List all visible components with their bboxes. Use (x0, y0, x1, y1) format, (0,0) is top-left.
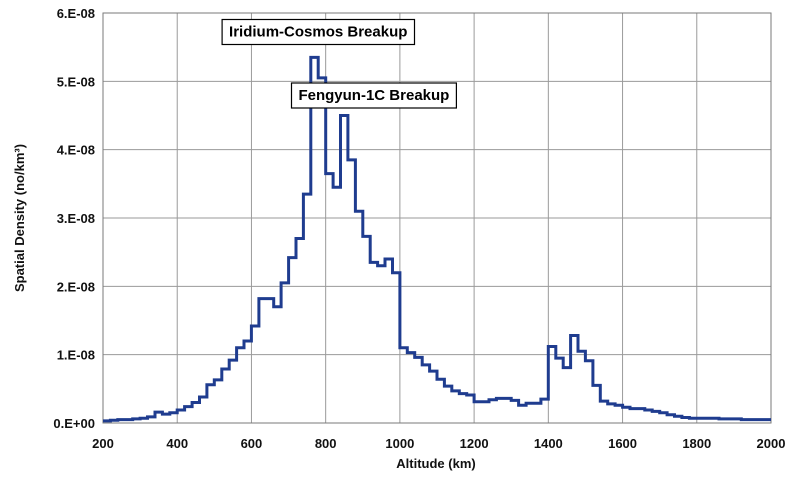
x-tick-label: 400 (166, 436, 188, 451)
x-tick-label: 1600 (608, 436, 637, 451)
x-axis-label: Altitude (km) (396, 456, 475, 471)
annotation-box (290, 82, 457, 109)
y-tick-label: 6.E-08 (57, 6, 95, 21)
annotation-label: Fengyun-1C Breakup (290, 82, 457, 109)
annotation-label: Iridium-Cosmos Breakup (221, 18, 416, 46)
annotation-text: Fengyun-1C Breakup (298, 87, 449, 104)
x-tick-label: 200 (92, 436, 114, 451)
x-tick-label: 1200 (460, 436, 489, 451)
x-tick-label: 1400 (534, 436, 563, 451)
y-tick-label: 0.E+00 (53, 416, 95, 431)
y-tick-label: 3.E-08 (57, 211, 95, 226)
y-axis-label: Spatial Density (no/km³) (12, 144, 27, 292)
y-tick-label: 5.E-08 (57, 74, 95, 89)
y-tick-label: 4.E-08 (57, 143, 95, 158)
plot-frame (102, 12, 772, 424)
annotation-box (221, 18, 416, 46)
x-tick-label: 800 (315, 436, 337, 451)
x-tick-label: 2000 (757, 436, 786, 451)
tick-labels: 200 400 600 800 1000 1200 1400 1600 1800 2000 0.E+… (53, 6, 785, 451)
x-tick-label: 1800 (682, 436, 711, 451)
x-tick-label: 600 (241, 436, 263, 451)
x-tick-label: 1000 (385, 436, 414, 451)
y-tick-label: 2.E-08 (57, 279, 95, 294)
annotations: Iridium-Cosmos Breakup Fengyun-1C Breakup (221, 18, 457, 109)
grid (102, 12, 772, 424)
series-layer (103, 55, 771, 423)
density-step-line (103, 55, 771, 423)
annotation-text: Iridium-Cosmos Breakup (229, 23, 407, 40)
y-tick-label: 1.E-08 (57, 348, 95, 363)
